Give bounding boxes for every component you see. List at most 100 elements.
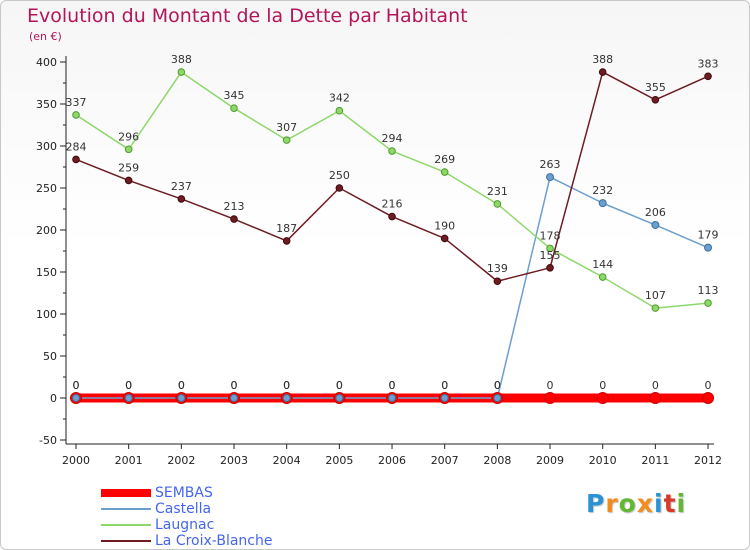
la-croix-blanche-data-label: 383: [698, 57, 719, 70]
laugnac-data-label: 337: [66, 96, 87, 109]
la-croix-blanche-point: [440, 234, 449, 243]
castella-data-label: 0: [336, 379, 343, 392]
la-croix-blanche-point: [546, 264, 554, 272]
laugnac-data-label: 231: [487, 185, 508, 198]
legend-label: SEMBAS: [155, 485, 213, 501]
la-croix-blanche-data-label: 155: [540, 249, 561, 262]
castella-point: [651, 220, 660, 229]
la-croix-blanche-data-label: 355: [645, 81, 666, 94]
laugnac-data-label: 296: [118, 130, 139, 143]
sembas-data-label: 0: [283, 379, 290, 392]
sembas-point: [649, 392, 662, 404]
y-tick-label: 0: [50, 392, 57, 405]
sembas-data-label: 0: [652, 379, 659, 392]
la-croix-blanche-point: [124, 176, 133, 185]
laugnac-data-label: 307: [276, 121, 297, 134]
castella-data-label: 0: [441, 379, 448, 392]
legend-swatch: [101, 508, 151, 510]
legend-swatch: [101, 489, 151, 497]
laugnac-point: [493, 200, 502, 208]
castella-data-label: 0: [231, 379, 238, 392]
la-croix-blanche-data-label: 213: [224, 200, 245, 213]
castella-data-label: 0: [389, 379, 396, 392]
castella-point: [493, 394, 502, 402]
y-tick-label: 300: [36, 140, 57, 153]
legend-label: La Croix-Blanche: [155, 533, 273, 549]
x-tick-label: 2000: [62, 454, 90, 467]
x-tick-label: 2006: [378, 454, 406, 467]
castella-point: [388, 394, 397, 402]
laugnac-point: [124, 145, 133, 154]
castella-point: [704, 243, 713, 252]
x-tick-label: 2003: [220, 454, 248, 467]
castella-point: [546, 173, 555, 182]
laugnac-data-label: 388: [171, 53, 192, 66]
x-tick-label: 2009: [536, 454, 564, 467]
castella-point: [177, 394, 186, 402]
la-croix-blanche-point: [177, 195, 186, 203]
la-croix-blanche-data-label: 284: [66, 140, 87, 153]
y-tick-label: 400: [36, 56, 57, 69]
x-tick-label: 2001: [115, 454, 143, 467]
la-croix-blanche-point: [230, 215, 238, 223]
sembas-data-label: 0: [705, 379, 712, 392]
x-tick-label: 2010: [589, 454, 617, 467]
sembas-data-label: 0: [389, 379, 396, 392]
la-croix-blanche-line: [75, 71, 709, 282]
logo-letter: r: [605, 489, 619, 518]
la-croix-blanche-data-label: 187: [276, 222, 297, 235]
la-croix-blanche-data-label: 190: [434, 219, 455, 232]
castella-point: [230, 394, 239, 402]
x-tick-label: 2007: [431, 454, 459, 467]
castella-data-label: 232: [592, 184, 613, 197]
la-croix-blanche-point: [72, 155, 80, 164]
y-tick-label: 350: [36, 98, 57, 111]
laugnac-data-label: 342: [329, 92, 350, 105]
logo-letter: o: [618, 489, 637, 518]
sembas-data-label: 0: [441, 379, 448, 392]
castella-point: [335, 394, 344, 402]
castella-data-label: 0: [494, 379, 501, 392]
laugnac-point: [335, 106, 344, 115]
laugnac-point: [177, 68, 186, 76]
castella-point: [282, 394, 291, 402]
castella-data-label: 179: [698, 229, 719, 242]
y-tick-label: 200: [36, 224, 57, 237]
laugnac-point: [704, 299, 712, 307]
la-croix-blanche-point: [704, 72, 712, 81]
laugnac-point: [282, 136, 291, 144]
castella-data-label: 0: [178, 379, 185, 392]
x-tick-label: 2012: [694, 454, 722, 467]
la-croix-blanche-point: [388, 212, 396, 221]
sembas-data-label: 0: [178, 379, 185, 392]
laugnac-point: [651, 304, 660, 312]
legend-swatch: [101, 524, 151, 526]
castella-data-label: 206: [645, 206, 666, 219]
sembas-data-label: 0: [547, 379, 554, 392]
laugnac-data-label: 178: [540, 229, 561, 242]
laugnac-data-label: 113: [698, 284, 719, 297]
x-tick-label: 2002: [167, 454, 195, 467]
sembas-data-label: 0: [73, 379, 80, 392]
laugnac-data-label: 345: [224, 89, 245, 102]
sembas-data-label: 0: [494, 379, 501, 392]
laugnac-data-label: 144: [592, 258, 613, 271]
castella-point: [124, 394, 133, 402]
logo-letter: t: [663, 489, 677, 518]
y-tick-label: -50: [39, 434, 57, 447]
x-tick-label: 2011: [641, 454, 669, 467]
laugnac-data-label: 107: [645, 289, 666, 302]
laugnac-point: [598, 273, 607, 281]
laugnac-point: [440, 168, 449, 176]
x-tick-label: 2004: [273, 454, 301, 467]
logo-letter: P: [586, 489, 606, 518]
legend-label: Castella: [155, 501, 212, 517]
proxiti-logo: Proxiti: [586, 489, 686, 518]
sembas-data-label: 0: [125, 379, 132, 392]
la-croix-blanche-data-label: 216: [382, 198, 403, 211]
sembas-point: [702, 392, 715, 404]
x-tick-label: 2005: [325, 454, 353, 467]
la-croix-blanche-point: [282, 237, 291, 245]
sembas-data-label: 0: [231, 379, 238, 392]
